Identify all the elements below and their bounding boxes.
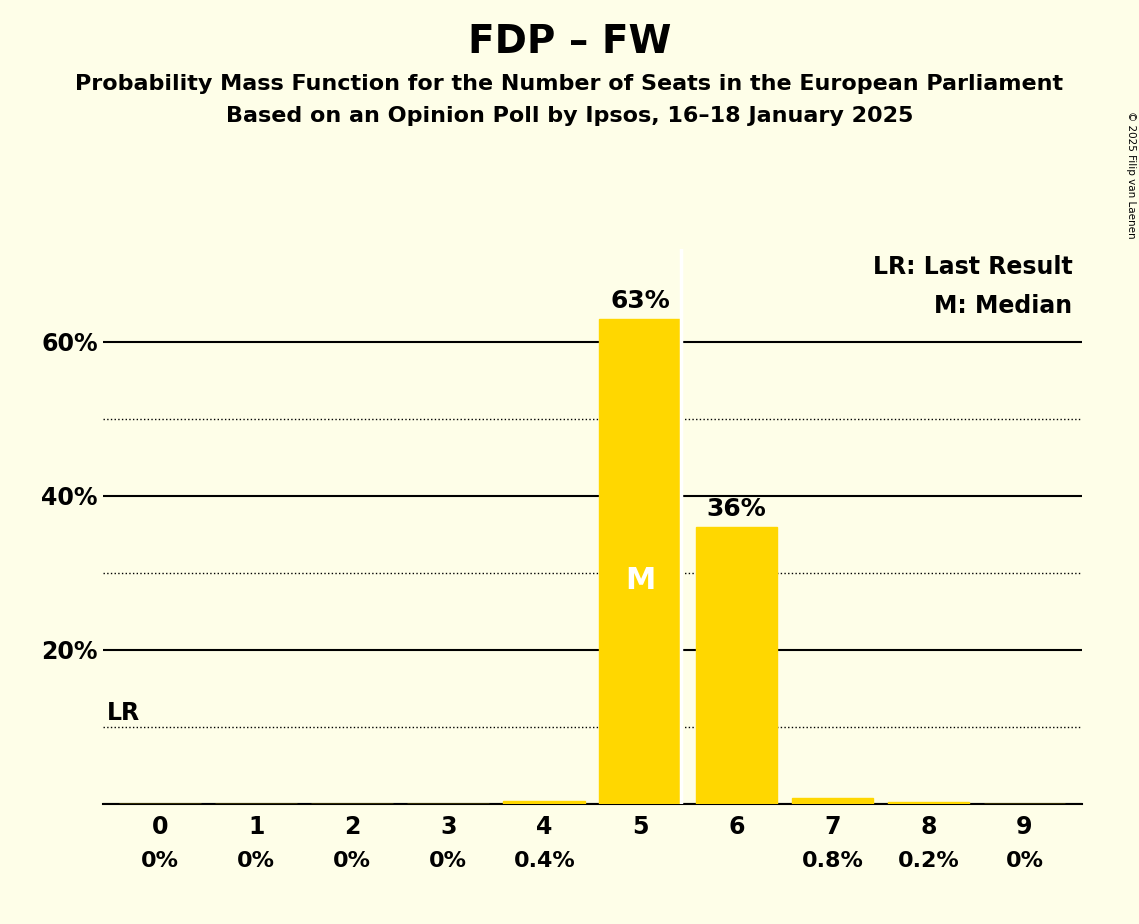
Text: 0.8%: 0.8% [802,851,863,871]
Text: 0%: 0% [429,851,467,871]
Text: M: Median: M: Median [934,294,1072,318]
Text: 0%: 0% [141,851,179,871]
Text: Based on an Opinion Poll by Ipsos, 16–18 January 2025: Based on an Opinion Poll by Ipsos, 16–18… [226,106,913,127]
Text: LR: LR [107,700,140,724]
Text: 0%: 0% [1006,851,1043,871]
Bar [887,802,969,804]
Bar [792,797,874,804]
Text: 0.4%: 0.4% [514,851,575,871]
Text: M: M [625,566,655,595]
Text: 0%: 0% [334,851,371,871]
Text: FDP – FW: FDP – FW [468,23,671,61]
Text: 0.2%: 0.2% [898,851,959,871]
Text: LR: Last Result: LR: Last Result [872,255,1072,279]
Text: 0%: 0% [237,851,276,871]
Bar [696,527,777,804]
Text: 63%: 63% [611,288,670,312]
Text: Probability Mass Function for the Number of Seats in the European Parliament: Probability Mass Function for the Number… [75,74,1064,94]
Text: 36%: 36% [706,496,767,520]
Text: © 2025 Filip van Laenen: © 2025 Filip van Laenen [1126,111,1136,238]
Bar [599,319,681,804]
Bar [503,801,585,804]
